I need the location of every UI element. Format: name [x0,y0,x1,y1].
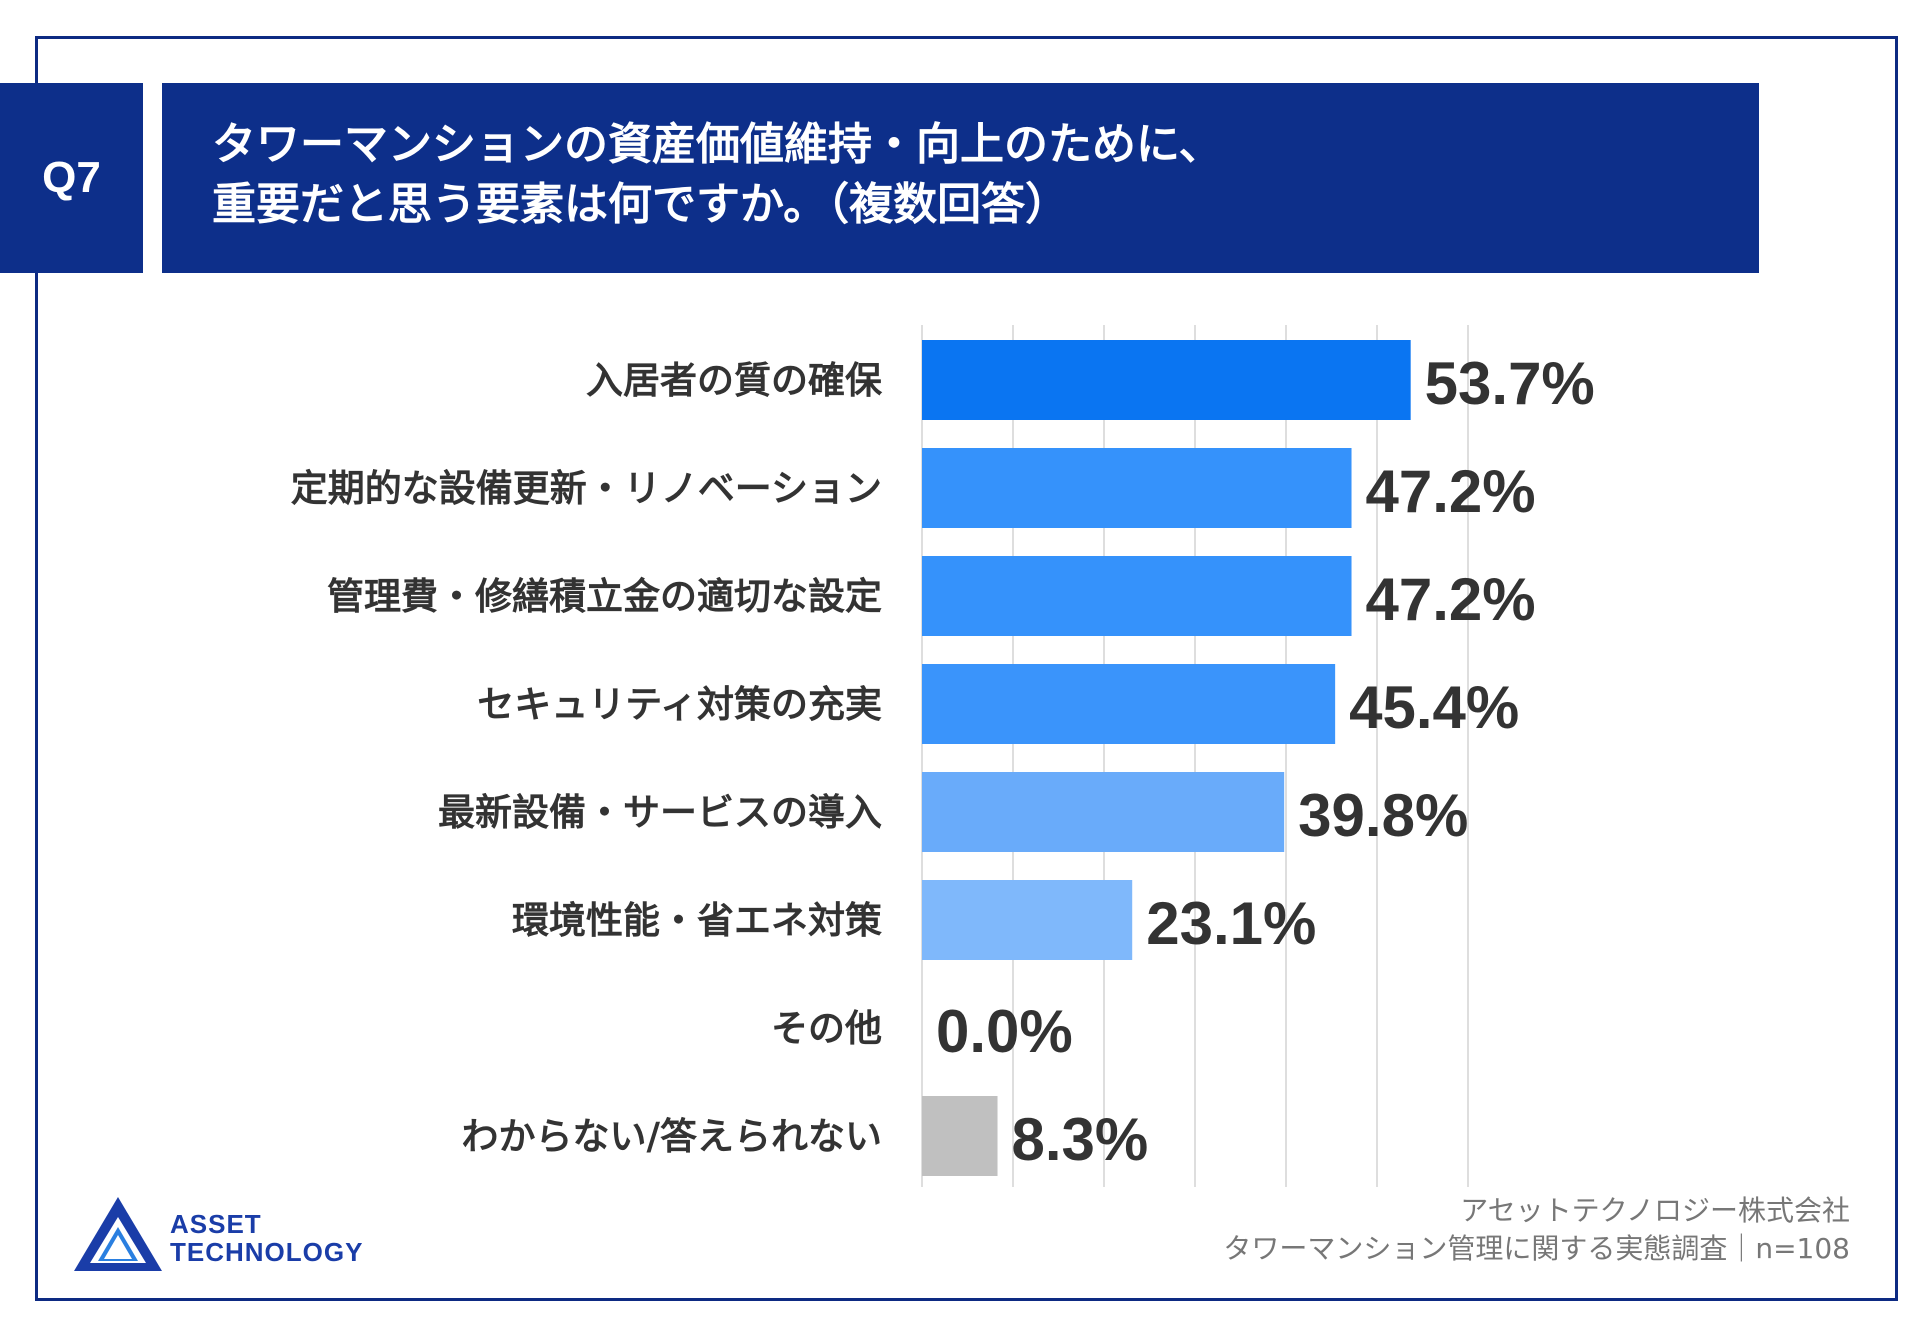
category-label: 入居者の質の確保 [586,359,883,402]
title-bar: タワーマンションの資産価値維持・向上のために、 重要だと思う要素は何ですか。（複… [162,83,1759,273]
bar [922,556,1352,636]
category-label: わからない/答えられない [461,1115,882,1158]
category-label: 環境性能・省エネ対策 [512,899,882,942]
outer-frame [35,36,1898,1301]
footer-company: アセットテクノロジー株式会社 [1460,1194,1850,1227]
value-label: 47.2% [1366,458,1536,525]
company-logo: ASSET TECHNOLOGY [74,1197,363,1271]
category-label: 最新設備・サービスの導入 [438,791,882,834]
value-label: 8.3% [1012,1106,1149,1173]
category-label: セキュリティ対策の充実 [477,683,882,726]
bar [922,448,1352,528]
value-label: 39.8% [1298,782,1468,849]
bar [922,880,1133,960]
logo-text-technology: TECHNOLOGY [170,1237,363,1267]
footer-source: アセットテクノロジー株式会社 タワーマンション管理に関する実態調査｜n=108 [1223,1192,1850,1268]
value-label: 47.2% [1366,566,1536,633]
bar [922,772,1285,852]
footer-survey: タワーマンション管理に関する実態調査｜n=108 [1223,1232,1850,1265]
bar [922,340,1411,420]
category-label: 定期的な設備更新・リノベーション [291,467,882,510]
triangle-logo-icon [74,1197,162,1271]
bar [922,664,1336,744]
logo-text-asset: ASSET [170,1209,262,1239]
value-label: 45.4% [1349,674,1519,741]
bar [922,1096,998,1176]
question-badge: Q7 [0,83,143,273]
value-label: 23.1% [1146,890,1316,957]
value-label: 0.0% [936,998,1073,1065]
title-line-2: 重要だと思う要素は何ですか。（複数回答） [212,179,1070,230]
category-label: 管理費・修繕積立金の適切な設定 [327,575,882,618]
category-label: その他 [771,1007,882,1050]
value-label: 53.7% [1425,350,1595,417]
title-line-1: タワーマンションの資産価値維持・向上のために、 [212,119,1223,170]
